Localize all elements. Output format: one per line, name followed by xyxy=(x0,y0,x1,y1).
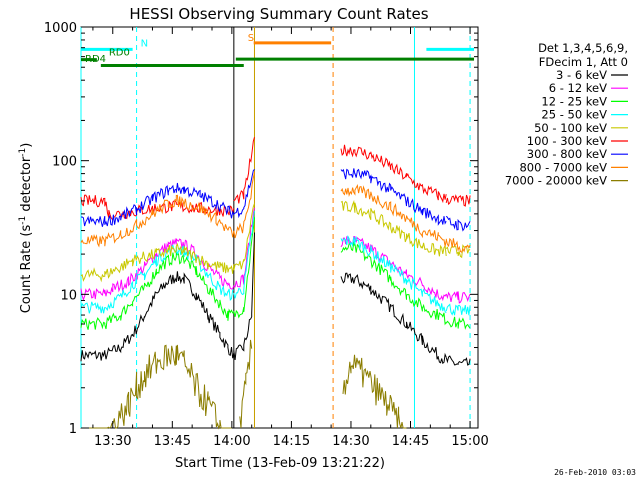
x-axis-ticks: 13:30 13:45 14:00 14:15 14:30 14:45 15:00 xyxy=(92,27,489,449)
series-8-segment-2 xyxy=(342,354,407,429)
y-axis-label: Count Rate (s-1 detector-1) xyxy=(18,143,34,314)
series-3 xyxy=(80,210,471,316)
series-0 xyxy=(80,232,471,366)
series-2-segment-2 xyxy=(340,241,447,326)
legend-label-8: 7000 - 20000 keV xyxy=(505,174,607,188)
series-lines xyxy=(80,137,471,430)
legend: Det 1,3,4,5,6,9, FDecim 1, Att 0 3 - 6 k… xyxy=(505,41,628,188)
x-tick-label-0: 13:30 xyxy=(94,434,131,449)
y-tick-label-3: 1000 xyxy=(44,21,77,36)
series-1-segment-2 xyxy=(340,236,447,302)
y-label-end: ) xyxy=(19,143,34,148)
legend-label-7: 800 - 7000 keV xyxy=(519,160,607,174)
series-2 xyxy=(80,217,471,330)
annotation-rd4: RD4 xyxy=(85,54,106,65)
y-tick-label-0: 1 xyxy=(69,422,77,437)
x-tick-label-6: 15:00 xyxy=(451,434,488,449)
series-3-segment-3 xyxy=(445,303,471,316)
chart-title: HESSI Observing Summary Count Rates xyxy=(129,5,428,23)
series-6 xyxy=(81,168,471,232)
footer-timestamp: 26-Feb-2010 03:03 xyxy=(554,468,636,477)
series-0-segment-2 xyxy=(340,272,447,365)
y-label-sup2: -1 xyxy=(18,148,28,157)
series-6-segment-2 xyxy=(340,168,447,226)
series-2-segment-1 xyxy=(233,217,255,319)
series-1-segment-3 xyxy=(445,291,471,304)
series-6-segment-1 xyxy=(233,169,255,219)
series-7-segment-3 xyxy=(445,237,471,253)
legend-label-4: 50 - 100 keV xyxy=(534,121,607,135)
y-axis-ticks: 1 10 100 1000 xyxy=(44,21,478,437)
series-5 xyxy=(80,137,471,221)
series-6-segment-3 xyxy=(445,215,471,232)
y-label-main: Count Rate (s xyxy=(19,225,34,314)
series-2-segment-0 xyxy=(80,251,234,330)
series-8-segment-0 xyxy=(81,344,232,430)
series-2-segment-3 xyxy=(445,316,471,330)
series-3-segment-2 xyxy=(340,234,447,314)
series-4-segment-1 xyxy=(233,203,255,271)
series-8-segment-1 xyxy=(239,339,253,429)
series-5-segment-1 xyxy=(233,137,255,204)
series-7 xyxy=(80,171,471,253)
legend-label-6: 300 - 800 keV xyxy=(527,147,607,161)
series-4 xyxy=(80,199,471,283)
legend-header-2: FDecim 1, Att 0 xyxy=(539,55,628,69)
series-5-segment-2 xyxy=(340,144,447,204)
series-8 xyxy=(81,339,407,430)
x-tick-label-3: 14:15 xyxy=(273,434,310,449)
x-axis-label: Start Time (13-Feb-09 13:21:22) xyxy=(175,456,385,471)
series-3-segment-1 xyxy=(233,210,255,299)
annotation-s: S xyxy=(248,33,254,44)
x-tick-label-4: 14:30 xyxy=(332,434,369,449)
legend-label-3: 25 - 50 keV xyxy=(541,108,607,122)
y-tick-label-1: 10 xyxy=(60,288,77,303)
annotation-rd0: RD0 xyxy=(109,48,130,59)
x-tick-label-1: 13:45 xyxy=(154,434,191,449)
y-label-sup1: -1 xyxy=(18,216,28,225)
series-5-segment-3 xyxy=(445,194,471,207)
series-1-segment-1 xyxy=(233,207,255,288)
series-7-segment-0 xyxy=(80,194,235,248)
series-3-segment-0 xyxy=(80,244,234,314)
legend-header-1: Det 1,3,4,5,6,9, xyxy=(538,41,628,55)
series-6-segment-0 xyxy=(81,182,235,227)
flag-bars xyxy=(81,41,475,68)
x-tick-label-5: 14:45 xyxy=(392,434,429,449)
series-7-segment-1 xyxy=(233,171,255,239)
legend-label-0: 3 - 6 keV xyxy=(556,68,607,82)
series-7-segment-2 xyxy=(340,183,447,247)
series-0-segment-0 xyxy=(80,271,235,362)
y-tick-label-2: 100 xyxy=(52,155,77,170)
y-label-mid: detector xyxy=(19,156,34,216)
legend-label-2: 12 - 25 keV xyxy=(541,94,607,108)
x-tick-label-2: 14:00 xyxy=(213,434,250,449)
series-4-segment-2 xyxy=(340,199,447,257)
series-4-segment-0 xyxy=(80,242,235,283)
legend-label-1: 6 - 12 keV xyxy=(549,81,607,95)
legend-label-5: 100 - 300 keV xyxy=(527,134,607,148)
annotation-n: N xyxy=(141,39,148,50)
series-0-segment-3 xyxy=(445,355,471,366)
series-0-segment-1 xyxy=(233,232,255,360)
